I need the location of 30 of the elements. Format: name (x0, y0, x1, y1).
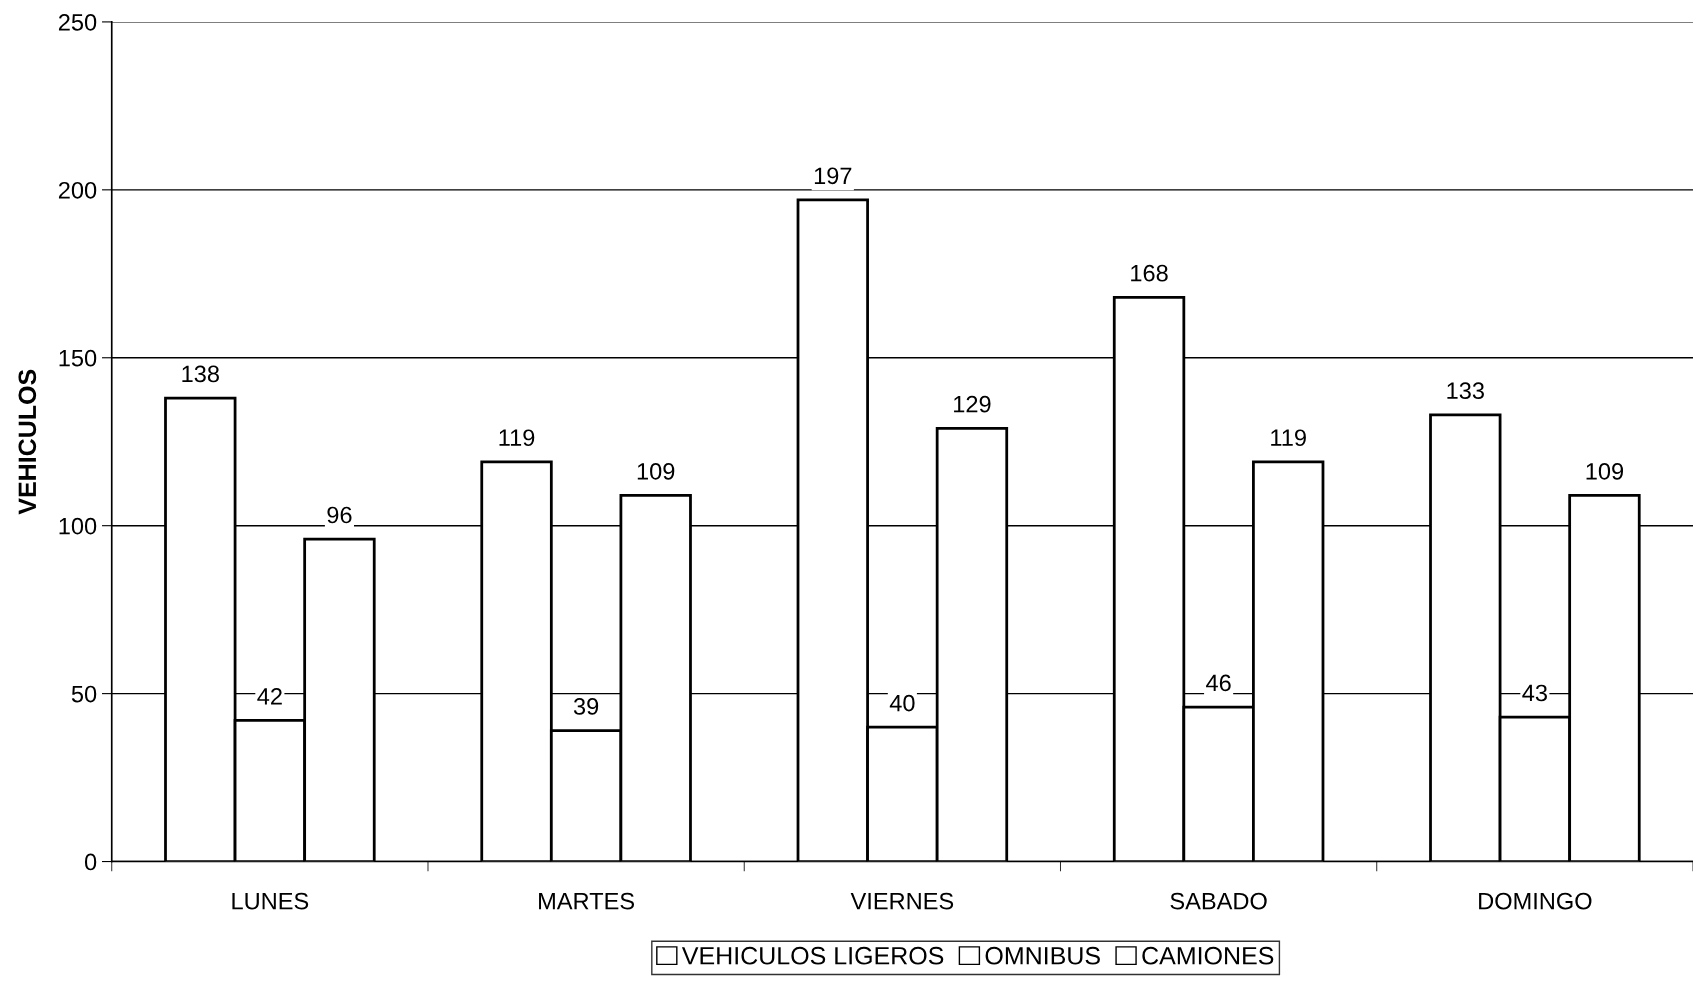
x-tick-label: DOMINGO (1479, 892, 1592, 910)
data-label: 109 (637, 462, 675, 480)
data-label: 129 (954, 395, 991, 413)
y-tick-label: 100 (59, 517, 97, 535)
data-label: 119 (499, 429, 535, 447)
x-tick-label: LUNES (232, 892, 309, 910)
data-label: 197 (814, 167, 852, 185)
data-label: 109 (1586, 462, 1624, 480)
legend-label: VEHICULOS LIGEROS (681, 946, 944, 965)
y-tick-label: 150 (59, 349, 97, 367)
data-label: 138 (182, 365, 219, 383)
legend-label: OMNIBUS (985, 946, 1100, 965)
data-label: 39 (573, 698, 599, 715)
x-tick-label: MARTES (539, 892, 635, 910)
x-tick-label: VIERNES (850, 892, 954, 910)
data-label: 43 (1522, 684, 1547, 702)
y-axis-title: VEHICULOS (18, 369, 37, 515)
data-label: 119 (1271, 429, 1306, 447)
x-tick-label: SABADO (1170, 892, 1267, 910)
legend-label: CAMIONES (1142, 946, 1274, 965)
y-tick-label: 0 (84, 853, 97, 871)
data-label: 42 (257, 687, 282, 705)
data-label: 96 (327, 506, 352, 524)
y-tick-label: 250 (58, 13, 97, 31)
data-label: 40 (889, 694, 915, 712)
y-tick-label: 200 (58, 181, 97, 199)
data-label: 46 (1206, 674, 1231, 692)
y-tick-label: 50 (71, 685, 97, 703)
data-label: 168 (1131, 264, 1168, 282)
data-label: 133 (1447, 382, 1484, 400)
